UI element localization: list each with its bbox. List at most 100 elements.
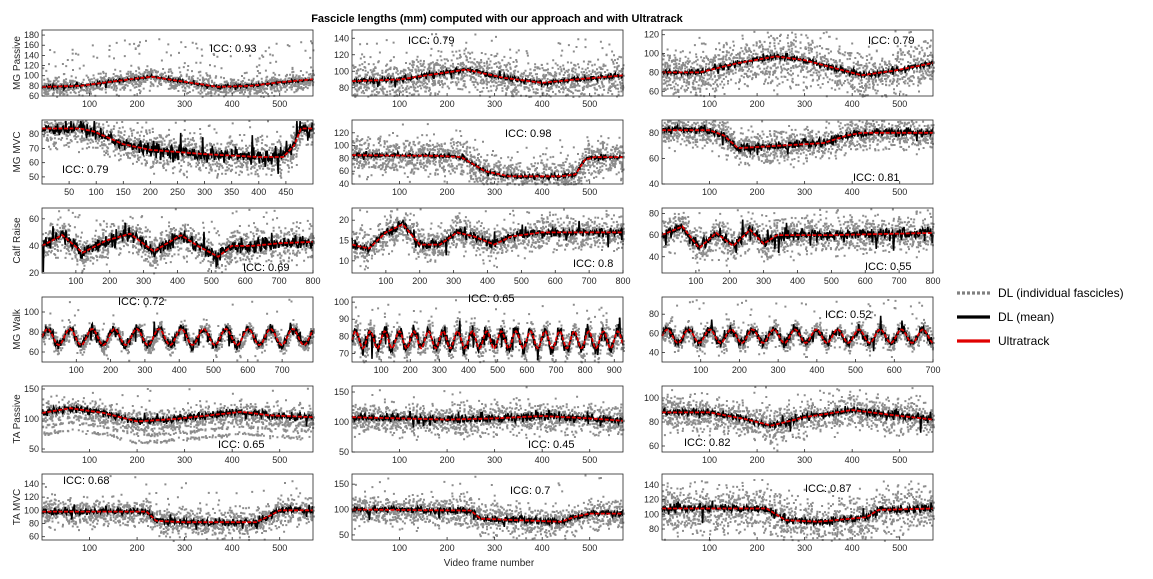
axes-box <box>661 473 934 541</box>
x-tick-label: 200 <box>130 543 145 553</box>
icc-annotation: ICC: 0.79 <box>408 35 454 47</box>
icc-annotation: ICC: 0.65 <box>218 439 264 451</box>
x-tick-label: 200 <box>103 365 118 375</box>
x-axis-label: Video frame number <box>444 558 535 569</box>
icc-annotation: ICC: 0.7 <box>510 485 550 497</box>
y-tick-label: 120 <box>24 492 39 502</box>
x-tick-label: 600 <box>519 365 534 375</box>
x-tick-label: 600 <box>887 365 902 375</box>
y-tick-label: 90 <box>339 314 349 324</box>
ultratrack-line <box>41 75 314 88</box>
icc-annotation: ICC: 0.55 <box>865 261 911 273</box>
scatter-points <box>352 386 625 441</box>
axes-box <box>661 29 934 97</box>
axes-box <box>661 296 934 363</box>
x-tick-label: 700 <box>892 276 907 286</box>
icc-annotation: ICC: 0.98 <box>505 128 551 140</box>
ultratrack-line <box>662 129 933 150</box>
x-tick-label: 200 <box>412 276 427 286</box>
icc-annotation: ICC: 0.69 <box>243 262 289 274</box>
x-tick-label: 800 <box>305 276 320 286</box>
scatter-points <box>662 299 935 358</box>
x-tick-label: 100 <box>82 99 97 109</box>
individual-fascicles <box>352 474 625 540</box>
x-tick-label: 400 <box>480 276 495 286</box>
subplot-r2-c3: 40 60 80 100 200 300 400 500 ICC: 0.81 <box>649 119 935 197</box>
ultratrack-line <box>661 225 933 249</box>
ultratrack-line <box>41 232 313 258</box>
y-tick-label: 100 <box>334 66 349 76</box>
x-tick-label: 300 <box>797 99 812 109</box>
x-tick-label: 400 <box>172 365 187 375</box>
subplot-r5-c3: 60 80 100 100 200 300 400 500 ICC: 0.82 <box>644 385 935 465</box>
ultratrack-line <box>352 154 623 178</box>
axes-box <box>661 385 934 453</box>
subplot-r4-c2: 70 80 90 100 100 200 300 400 500 600 700 800 900 ICC:… <box>334 293 625 375</box>
x-tick-label: 300 <box>137 365 152 375</box>
y-tick-label: 80 <box>29 519 39 529</box>
x-tick-label: 700 <box>272 276 287 286</box>
individual-fascicles <box>352 386 625 441</box>
x-tick-label: 700 <box>925 365 940 375</box>
mean-line <box>351 218 624 256</box>
y-tick-label: 60 <box>339 166 349 176</box>
y-tick-label: 80 <box>339 331 349 341</box>
y-tick-label: 15 <box>339 236 349 246</box>
x-tick-label: 100 <box>82 543 97 553</box>
y-tick-label: 80 <box>649 524 659 534</box>
subplot-r5-c1: 50 100 150 100 200 300 400 500 TA Passive ICC: 0.… <box>12 384 315 465</box>
x-tick-label: 200 <box>130 99 145 109</box>
x-tick-label: 200 <box>440 455 455 465</box>
y-tick-label: 180 <box>24 30 39 40</box>
x-tick-label: 100 <box>89 187 104 197</box>
x-tick-label: 200 <box>750 455 765 465</box>
y-tick-label: 60 <box>29 158 39 168</box>
y-tick-label: 100 <box>334 141 349 151</box>
legend-item-2: DL (mean) <box>957 310 1054 324</box>
axes-box <box>41 473 314 541</box>
row-label: Calf Raise <box>12 217 23 264</box>
icc-annotation: ICC: 0.79 <box>868 35 914 47</box>
x-tick-label: 400 <box>535 543 550 553</box>
x-tick-label: 500 <box>204 276 219 286</box>
subplot-r6-c3: 80 100 120 140 100 200 300 400 500 ICC: 0.87 <box>644 473 935 553</box>
axes-box <box>661 119 934 185</box>
ultratrack-line <box>42 127 313 158</box>
x-tick-label: 600 <box>240 365 255 375</box>
x-tick-label: 200 <box>440 543 455 553</box>
ultratrack-line <box>352 415 624 422</box>
icc-annotation: ICC: 0.79 <box>62 164 108 176</box>
subplot-r6-c2: 50 100 150 100 200 300 400 500 ICC: 0.7 <box>334 473 625 553</box>
scatter-points <box>352 123 625 186</box>
x-tick-label: 350 <box>224 187 239 197</box>
row-label: TA MVC <box>12 489 23 525</box>
x-tick-label: 500 <box>824 276 839 286</box>
scatter-points <box>352 474 625 540</box>
y-tick-label: 50 <box>339 447 349 457</box>
y-tick-label: 40 <box>649 179 659 189</box>
x-tick-label: 500 <box>848 365 863 375</box>
x-tick-label: 300 <box>177 99 192 109</box>
icc-annotation: ICC: 0.72 <box>118 296 164 308</box>
x-tick-label: 500 <box>582 187 597 197</box>
mean-line <box>41 120 314 174</box>
y-tick-label: 20 <box>339 215 349 225</box>
y-tick-label: 60 <box>649 86 659 96</box>
x-tick-label: 200 <box>143 187 158 197</box>
x-tick-label: 300 <box>197 187 212 197</box>
individual-fascicles <box>352 33 625 98</box>
icc-annotation: ICC: 0.65 <box>468 293 514 305</box>
subplot-r1-c2: 80 100 120 140 100 200 300 400 500 ICC: 0.79 <box>334 29 625 109</box>
x-tick-label: 800 <box>925 276 940 286</box>
x-tick-label: 100 <box>702 543 717 553</box>
x-tick-label: 300 <box>177 543 192 553</box>
individual-fascicles <box>662 299 935 358</box>
y-tick-label: 80 <box>29 129 39 139</box>
mean-line <box>351 503 624 528</box>
legend-label: Ultratrack <box>998 334 1050 348</box>
x-tick-label: 500 <box>582 543 597 553</box>
chart-title: Fascicle lengths (mm) computed with our … <box>311 13 683 25</box>
x-tick-label: 100 <box>392 187 407 197</box>
x-tick-label: 500 <box>892 99 907 109</box>
